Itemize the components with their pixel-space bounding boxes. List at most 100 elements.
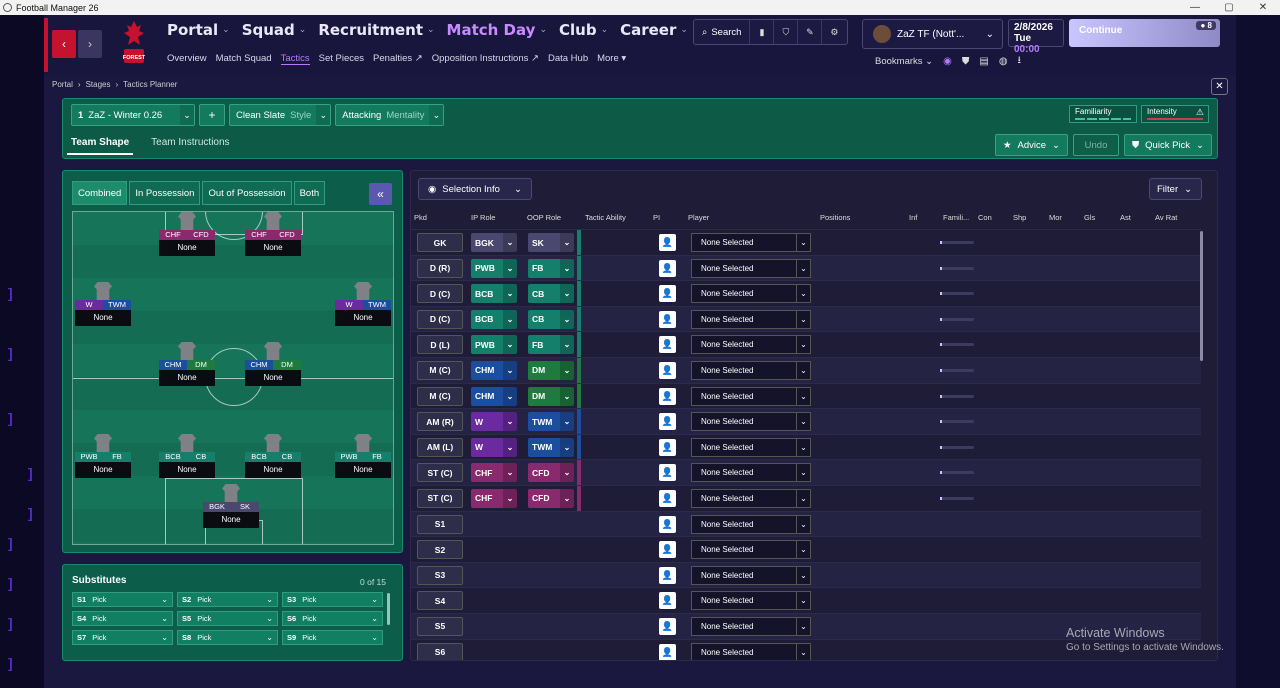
position-button[interactable]: D (L) (417, 335, 463, 355)
clipboard-icon[interactable]: ▤ (979, 56, 989, 67)
ip-role-select[interactable]: BCB ⌄ (471, 284, 517, 304)
substitute-select[interactable]: S9 Pick ⌄ (282, 630, 383, 645)
collapse-button[interactable]: « (369, 183, 392, 205)
filter-dropdown[interactable]: Filter ⌄ (1149, 178, 1202, 200)
scrollbar[interactable] (387, 593, 390, 625)
player-select[interactable]: None Selected ⌄ (691, 284, 811, 304)
oop-role-select[interactable]: TWM ⌄ (528, 437, 574, 457)
player-select[interactable]: None Selected ⌄ (691, 616, 811, 636)
player-select[interactable]: None Selected ⌄ (691, 386, 811, 406)
player-select[interactable]: None Selected ⌄ (691, 514, 811, 534)
intensity-meter[interactable]: Intensity ⚠ (1141, 105, 1209, 123)
pitch-position[interactable]: CHM DM None (245, 342, 301, 386)
phase-tab[interactable]: Out of Possession (202, 181, 292, 205)
pitch-position[interactable]: CHM DM None (159, 342, 215, 386)
tab-team-instructions[interactable]: Team Instructions (151, 137, 230, 148)
oop-role-select[interactable]: TWM ⌄ (528, 412, 574, 432)
position-button[interactable]: S6 (417, 642, 463, 660)
person-icon[interactable]: 👤 (659, 438, 676, 456)
position-button[interactable]: AM (L) (417, 437, 463, 457)
pitch-position[interactable]: CHF CFD None (245, 212, 301, 256)
column-header[interactable]: Con (978, 213, 992, 222)
substitute-select[interactable]: S2 Pick ⌄ (177, 592, 278, 607)
player-select[interactable]: None Selected ⌄ (691, 258, 811, 278)
ip-role-select[interactable]: BCB ⌄ (471, 309, 517, 329)
ip-role-select[interactable]: W ⌄ (471, 412, 517, 432)
nav-club[interactable]: Club ⌄ (559, 21, 608, 39)
breadcrumb-portal[interactable]: Portal (52, 80, 73, 89)
substitute-select[interactable]: S4 Pick ⌄ (72, 611, 173, 626)
ip-role-select[interactable]: BGK ⌄ (471, 233, 517, 252)
continue-button[interactable]: Continue ● 8 (1069, 19, 1220, 47)
column-header[interactable]: Famili... (943, 213, 970, 222)
subnav-item[interactable]: Match Squad (215, 53, 272, 64)
player-select[interactable]: None Selected ⌄ (691, 233, 811, 252)
person-icon[interactable]: 👤 (659, 515, 676, 533)
search-button[interactable]: ⌕ Search (694, 20, 751, 44)
tactic-select[interactable]: 1 ZaZ - Winter 0.26 ⌄ (71, 104, 195, 126)
person-icon[interactable]: 👤 (659, 361, 676, 379)
ip-role-select[interactable]: W ⌄ (471, 437, 517, 457)
ip-role-select[interactable]: PWB ⌄ (471, 335, 517, 355)
substitute-select[interactable]: S1 Pick ⌄ (72, 592, 173, 607)
person-icon[interactable]: 👤 (659, 336, 676, 354)
column-header[interactable]: Player (688, 213, 710, 222)
pitch-position[interactable]: BCB CB None (245, 434, 301, 478)
selection-info-dropdown[interactable]: ◉ Selection Info ⌄ (418, 178, 532, 200)
phase-tab[interactable]: Both (293, 181, 326, 205)
add-tactic-button[interactable]: + (199, 104, 225, 126)
breadcrumb-stages[interactable]: Stages (85, 80, 111, 89)
substitute-select[interactable]: S3 Pick ⌄ (282, 592, 383, 607)
player-select[interactable]: None Selected ⌄ (691, 540, 811, 560)
column-header[interactable]: Av Rat (1155, 213, 1178, 222)
position-button[interactable]: S3 (417, 565, 463, 585)
minimize-button[interactable]: — (1190, 2, 1200, 13)
oop-role-select[interactable]: DM ⌄ (528, 360, 574, 380)
player-select[interactable]: None Selected ⌄ (691, 488, 811, 508)
substitute-select[interactable]: S6 Pick ⌄ (282, 611, 383, 626)
position-button[interactable]: ST (C) (417, 488, 463, 508)
gear-icon[interactable]: ⚙ (830, 26, 839, 37)
familiarity-meter[interactable]: Familiarity (1069, 105, 1137, 123)
person-icon[interactable]: 👤 (659, 643, 676, 660)
player-select[interactable]: None Selected ⌄ (691, 360, 811, 380)
nav-squad[interactable]: Squad ⌄ (242, 21, 307, 39)
person-icon[interactable]: 👤 (659, 489, 676, 507)
position-button[interactable]: S2 (417, 540, 463, 560)
player-select[interactable]: None Selected ⌄ (691, 412, 811, 432)
player-select[interactable]: None Selected ⌄ (691, 642, 811, 660)
position-button[interactable]: M (C) (417, 360, 463, 380)
tab-team-shape[interactable]: Team Shape (67, 132, 134, 155)
person-icon[interactable]: 👤 (659, 234, 676, 251)
chat-icon[interactable]: ◉ (943, 56, 952, 67)
person-icon[interactable]: 👤 (659, 464, 676, 482)
column-header[interactable]: Positions (820, 213, 851, 222)
position-button[interactable]: S4 (417, 591, 463, 611)
close-panel-button[interactable]: ✕ (1211, 78, 1228, 95)
subnav-item[interactable]: Opposition Instructions ↗ (431, 53, 539, 64)
nav-career[interactable]: Career ⌄ (620, 21, 688, 39)
position-button[interactable]: ST (C) (417, 463, 463, 483)
column-header[interactable]: Mor (1049, 213, 1062, 222)
substitute-select[interactable]: S7 Pick ⌄ (72, 630, 173, 645)
quick-pick-button[interactable]: ⛊ Quick Pick ⌄ (1124, 134, 1212, 156)
style-select[interactable]: Clean Slate Style ⌄ (229, 104, 332, 126)
subnav-item[interactable]: More ▾ (597, 53, 627, 64)
phase-tab[interactable]: Combined (72, 181, 128, 205)
pitch-position[interactable]: BCB CB None (159, 434, 215, 478)
column-header[interactable]: Inf (909, 213, 918, 222)
nav-portal[interactable]: Portal ⌄ (167, 21, 230, 39)
substitute-select[interactable]: S5 Pick ⌄ (177, 611, 278, 626)
manager-profile-dropdown[interactable]: ZaZ TF (Nott'... ⌄ (862, 19, 1003, 49)
person-icon[interactable]: 👤 (659, 259, 676, 277)
oop-role-select[interactable]: CFD ⌄ (528, 463, 574, 483)
pen-icon[interactable]: ✎ (798, 20, 823, 44)
person-icon[interactable]: 👤 (659, 617, 676, 635)
column-header[interactable]: Ast (1120, 213, 1131, 222)
ip-role-select[interactable]: CHM ⌄ (471, 360, 517, 380)
position-button[interactable]: D (R) (417, 258, 463, 278)
pitch-position[interactable]: BGK SK None (203, 484, 259, 528)
pitch-position[interactable]: W TWM None (335, 282, 391, 326)
player-select[interactable]: None Selected ⌄ (691, 591, 811, 611)
person-icon[interactable]: 👤 (659, 310, 676, 328)
